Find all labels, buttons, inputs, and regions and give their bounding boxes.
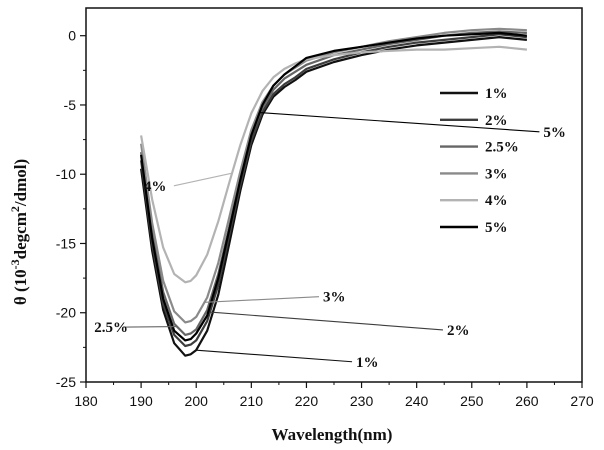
x-tick-label-210: 210 <box>240 393 264 409</box>
annotation-label-2pct: 2% <box>447 323 470 339</box>
x-tick-label-250: 250 <box>460 393 484 409</box>
y-tick-label-neg15: -15 <box>56 235 76 251</box>
annotation-leader-4pct <box>174 173 232 186</box>
x-tick-label-270: 270 <box>570 393 594 409</box>
annotation-leader-2pct <box>210 312 443 330</box>
y-tick-label-neg25: -25 <box>56 374 76 390</box>
annotation-leader-2neg5pct <box>124 327 177 328</box>
annotation-label-2neg5pct: 2.5% <box>94 320 128 336</box>
y-tick-label-0: 0 <box>68 28 76 44</box>
axes: 180 190 200 210 220 230 240 250 260 270 0 -5 -10 -15 -… <box>56 8 594 409</box>
y-axis-label-prefix: θ (10 <box>11 269 30 305</box>
x-tick-label-240: 240 <box>405 393 429 409</box>
x-tick-label-180: 180 <box>74 393 98 409</box>
x-tick-label-220: 220 <box>295 393 319 409</box>
legend-label-2neg5pct: 2.5% <box>485 140 519 156</box>
series-layer <box>141 29 527 356</box>
y-axis-label-suffix: /dmol) <box>11 159 30 207</box>
x-tick-label-190: 190 <box>129 393 153 409</box>
legend-label-2pct: 2% <box>485 113 508 129</box>
annotation-label-5pct: 5% <box>543 125 566 141</box>
y-axis-label-exp1: -3 <box>8 259 22 269</box>
y-axis-label-middle: degcm <box>11 212 30 259</box>
legend: 1% 2% 2.5% 3% 4% 5% <box>440 86 519 236</box>
y-tick-label-neg5: -5 <box>64 97 77 113</box>
annotation-leader-3pct <box>204 297 318 303</box>
plot-frame <box>86 8 582 382</box>
annotation-leader-1pct <box>196 350 352 362</box>
series-line-3pct <box>141 29 527 323</box>
series-line-4pct <box>141 47 527 282</box>
x-tick-label-260: 260 <box>515 393 539 409</box>
legend-label-3pct: 3% <box>485 166 508 182</box>
annotation-label-4pct: 4% <box>144 179 167 195</box>
annotation-label-3pct: 3% <box>323 290 346 306</box>
x-tick-label-230: 230 <box>350 393 374 409</box>
x-axis-label: Wavelength(nm) <box>272 425 393 444</box>
legend-label-5pct: 5% <box>485 220 508 236</box>
legend-label-1pct: 1% <box>485 86 508 102</box>
y-tick-label-neg10: -10 <box>56 166 76 182</box>
x-tick-label-200: 200 <box>185 393 209 409</box>
series-line-1pct <box>141 37 527 356</box>
legend-label-4pct: 4% <box>485 193 508 209</box>
y-tick-label-neg20: -20 <box>56 305 76 321</box>
annotation-label-1pct: 1% <box>356 355 379 371</box>
y-axis-label: θ (10-3degcm2/dmol) <box>8 159 30 305</box>
